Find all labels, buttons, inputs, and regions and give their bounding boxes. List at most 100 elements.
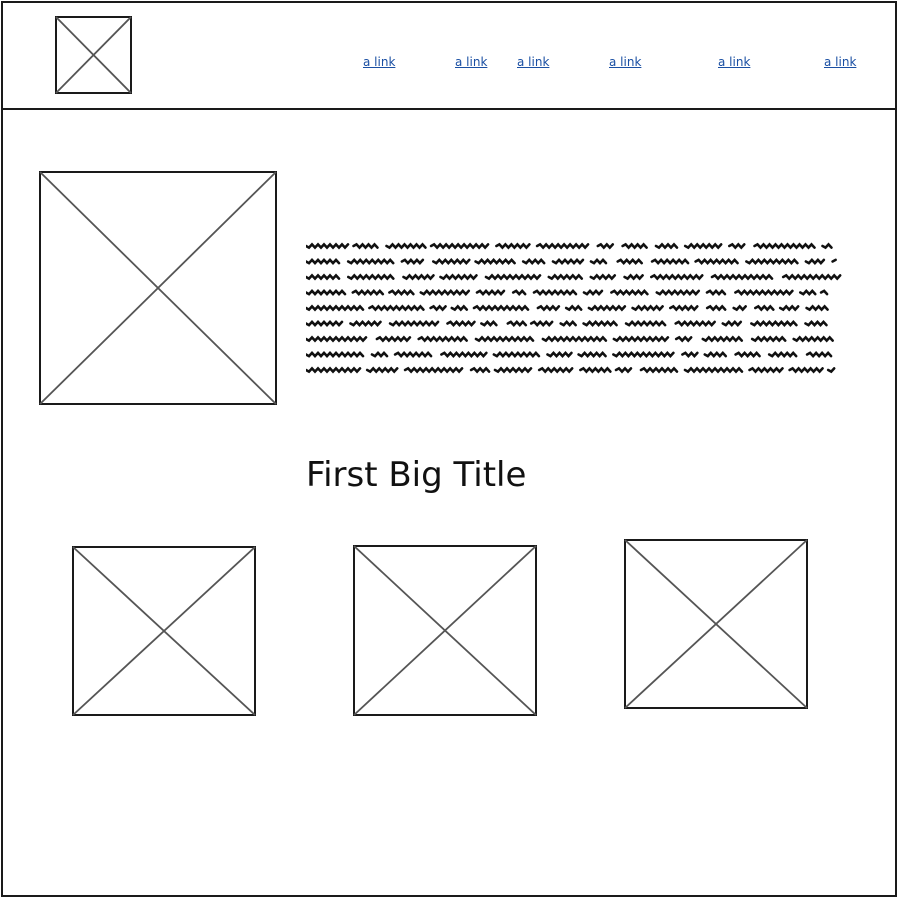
- scribble-word: [492, 350, 541, 359]
- scribble-word: [446, 319, 476, 328]
- scribble-word: [385, 242, 427, 250]
- scribble-word: [579, 366, 612, 374]
- card-2-image-placeholder-icon: [353, 545, 537, 716]
- scribble-word: [819, 289, 829, 296]
- scribble-word: [821, 242, 833, 250]
- scribble-word: [306, 273, 341, 281]
- scribble-word: [614, 366, 633, 374]
- scribble-word: [511, 288, 527, 297]
- scribble-word: [650, 273, 704, 281]
- scribble-word: [582, 288, 604, 297]
- scribble-word: [705, 288, 727, 297]
- scribble-word: [349, 319, 382, 328]
- scribble-word: [495, 242, 531, 250]
- scribble-word: [805, 304, 829, 312]
- scribble-word: [804, 319, 828, 328]
- card-3-image-placeholder-icon: [624, 539, 808, 709]
- scribble-word: [650, 257, 690, 266]
- scribble-word: [805, 350, 833, 359]
- scribble-word: [429, 304, 447, 312]
- scribble-word: [535, 242, 590, 250]
- scribble-word: [745, 257, 799, 266]
- scribble-word: [792, 335, 834, 343]
- scribble-word: [831, 258, 837, 263]
- scribble-word: [732, 304, 747, 312]
- scribble-word: [669, 304, 699, 312]
- scribble-word: [480, 319, 498, 328]
- scribble-word: [388, 319, 440, 328]
- scribble-word: [654, 242, 679, 250]
- scribble-word: [587, 304, 627, 312]
- scribble-word: [748, 366, 784, 374]
- scribble-word: [694, 257, 739, 266]
- scribble-word: [417, 335, 468, 343]
- scribble-word: [589, 257, 608, 266]
- scribble-word: [799, 288, 817, 297]
- scribble-word: [306, 304, 365, 312]
- scribble-word: [306, 319, 344, 328]
- scribble-word: [705, 304, 727, 312]
- scribble-word: [750, 319, 798, 328]
- scribble-word: [306, 242, 350, 250]
- scribble-word: [347, 273, 395, 281]
- nav-link-6[interactable]: a link: [824, 55, 857, 69]
- scribble-word: [306, 366, 362, 374]
- nav-link-1[interactable]: a link: [363, 55, 396, 69]
- scribble-word: [683, 366, 744, 374]
- scribble-word: [472, 304, 530, 312]
- scribble-word: [475, 288, 506, 297]
- nav-link-2[interactable]: a link: [455, 55, 488, 69]
- scribble-word: [536, 304, 561, 312]
- nav-link-4[interactable]: a link: [609, 55, 642, 69]
- scribble-word: [532, 288, 578, 297]
- scribble-word: [681, 350, 699, 359]
- scribble-word: [306, 350, 365, 359]
- scribble-word: [400, 257, 425, 266]
- scribble-word: [610, 288, 649, 297]
- scribble-word: [750, 335, 787, 343]
- scribble-word: [754, 304, 775, 312]
- scribble-word: [778, 304, 800, 312]
- scribble-word: [804, 257, 826, 266]
- scribble-word: [616, 257, 643, 266]
- scribble-word: [589, 273, 617, 281]
- scribble-word: [419, 288, 471, 297]
- scribble-word: [753, 242, 816, 250]
- scribble-word: [631, 304, 664, 312]
- scribble-word: [351, 288, 385, 297]
- scribble-word: [474, 257, 516, 266]
- scribble-word: [710, 273, 774, 281]
- scribble-word: [541, 335, 608, 343]
- scribble-word: [388, 288, 415, 297]
- scribble-word: [474, 335, 535, 343]
- scribble-word: [788, 366, 824, 374]
- card-1-image-placeholder-icon: [72, 546, 256, 716]
- scribble-word: [365, 366, 399, 374]
- scribble-word: [537, 366, 574, 374]
- logo-image-placeholder-icon[interactable]: [55, 16, 132, 94]
- scribble-word: [728, 242, 746, 250]
- scribble-word: [826, 367, 836, 374]
- scribble-word: [734, 288, 794, 297]
- scribble-word: [403, 366, 464, 374]
- scribble-word: [352, 242, 379, 250]
- scribble-word: [655, 288, 701, 297]
- scribble-word: [370, 350, 389, 359]
- scribble-word: [469, 366, 491, 374]
- scribble-word: [402, 273, 435, 281]
- hero-image-placeholder-icon: [39, 171, 277, 405]
- scribble-word: [674, 335, 693, 343]
- header: [1, 1, 897, 110]
- scribble-word: [521, 257, 546, 266]
- hero-paragraph-placeholder: [306, 240, 846, 375]
- scribble-word: [375, 335, 412, 343]
- scribble-word: [393, 350, 433, 359]
- scribble-word: [596, 242, 615, 250]
- scribble-word: [440, 350, 488, 359]
- section-title: First Big Title: [306, 455, 527, 495]
- nav-link-5[interactable]: a link: [718, 55, 751, 69]
- scribble-word: [450, 304, 469, 312]
- nav-link-3[interactable]: a link: [517, 55, 550, 69]
- scribble-word: [621, 242, 648, 250]
- scribble-word: [368, 304, 425, 312]
